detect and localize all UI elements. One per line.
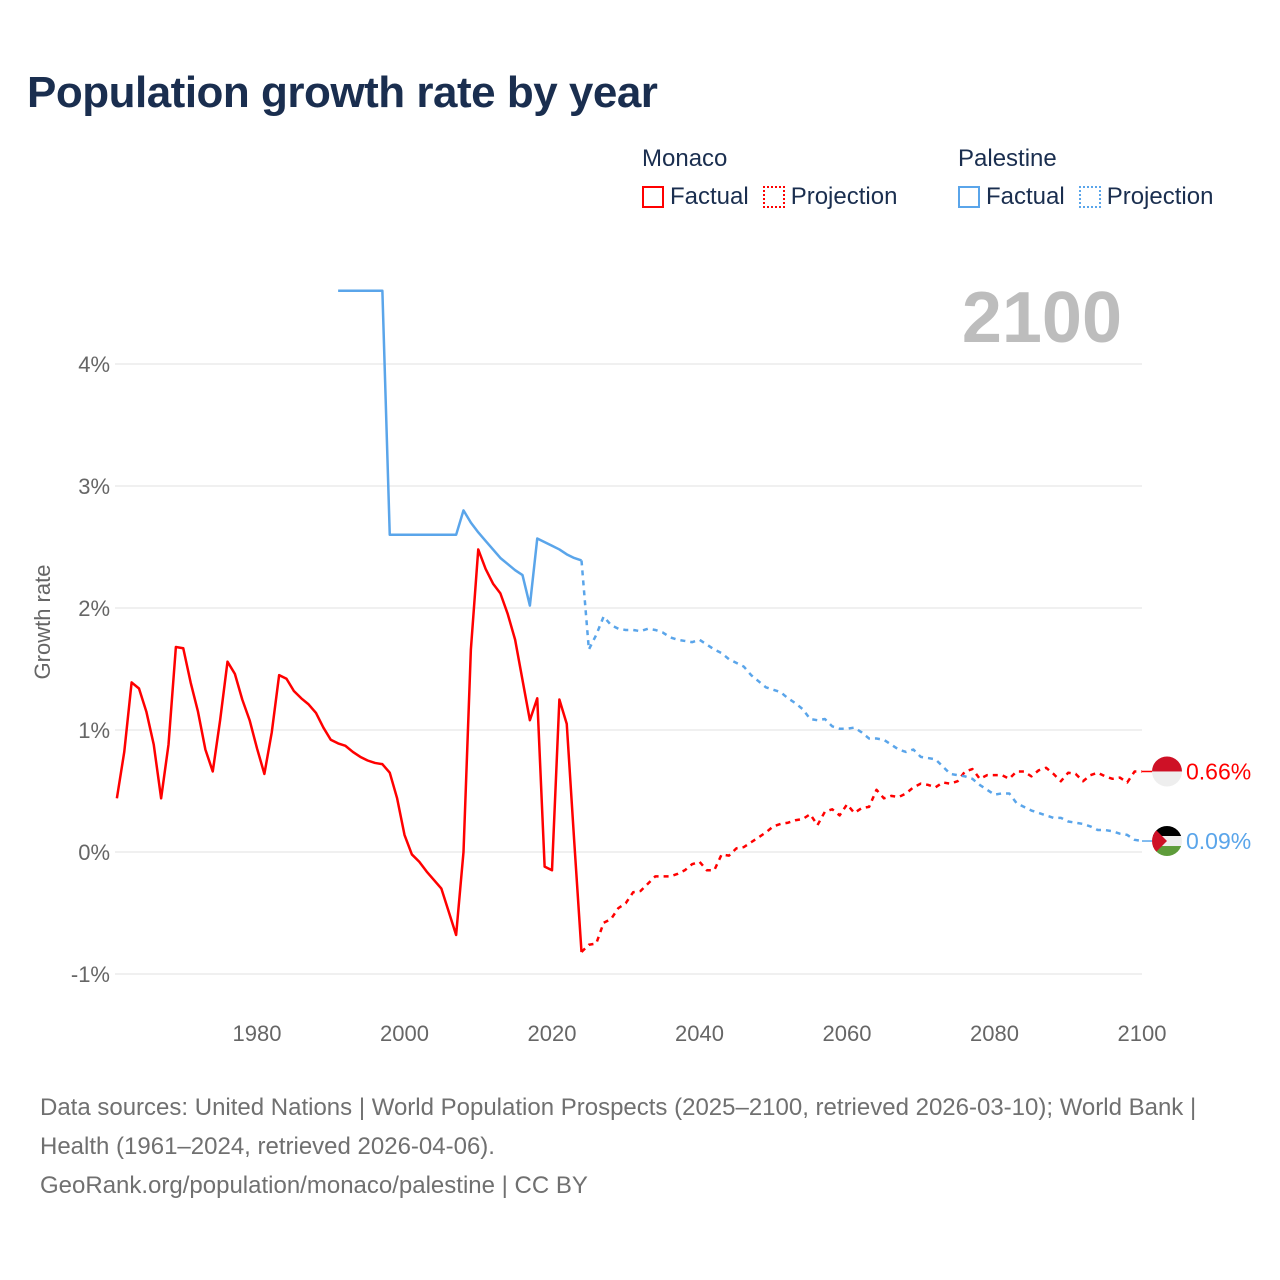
solid-swatch-icon <box>642 186 664 208</box>
monaco-factual-line <box>115 548 583 953</box>
dotted-swatch-icon <box>762 186 785 208</box>
page-title: Population growth rate by year <box>27 68 658 117</box>
y-tick-label: 4% <box>78 352 110 377</box>
monaco-end-value: 0.66% <box>1186 758 1251 784</box>
legend-label: Projection <box>790 183 898 210</box>
dotted-swatch-icon <box>1078 186 1101 208</box>
legend-label: Factual <box>670 183 749 210</box>
y-axis-label: Growth rate <box>30 565 55 680</box>
legend-monaco-projection[interactable]: Projection <box>762 183 898 211</box>
palestine-projection-line <box>580 560 1143 843</box>
y-tick-label: 3% <box>78 474 110 499</box>
palestine-flag-icon <box>1152 826 1182 857</box>
monaco-flag-icon <box>1152 756 1182 787</box>
line-chart: 2100 Growth rate 4% 3% 2% 1% 0% -1% 1980 2000 20… <box>30 278 1251 1046</box>
y-tick-label: 0% <box>78 840 110 865</box>
data-sources: Data sources: United Nations | World Pop… <box>40 1094 1197 1160</box>
x-tick-label: 1980 <box>233 1021 282 1046</box>
palestine-factual-line <box>338 289 582 607</box>
monaco-projection-line <box>580 766 1142 953</box>
legend-country-label: Monaco <box>642 145 728 172</box>
legend-palestine-factual[interactable]: Factual <box>958 183 1065 211</box>
x-tick-label: 2040 <box>675 1021 724 1046</box>
legend-label: Projection <box>1106 183 1214 210</box>
legend-monaco: Monaco Factual Projection <box>642 145 911 215</box>
legend-palestine-projection[interactable]: Projection <box>1078 183 1214 211</box>
x-tick-label: 2000 <box>380 1021 429 1046</box>
legend-label: Factual <box>986 183 1065 210</box>
year-label: 2100 <box>962 278 1122 358</box>
footer: Data sources: United Nations | World Pop… <box>40 1088 1240 1205</box>
y-tick-label: -1% <box>71 962 110 987</box>
legend-palestine: Palestine Factual Projection <box>958 145 1227 215</box>
legend-country-label: Palestine <box>958 145 1057 172</box>
x-tick-label: 2080 <box>970 1021 1019 1046</box>
solid-swatch-icon <box>958 186 980 208</box>
source-link[interactable]: GeoRank.org/population/monaco/palestine … <box>40 1172 588 1199</box>
x-tick-label: 2020 <box>528 1021 577 1046</box>
palestine-end-value: 0.09% <box>1186 828 1251 854</box>
y-tick-label: 2% <box>78 596 110 621</box>
legend-monaco-factual[interactable]: Factual <box>642 183 749 211</box>
y-tick-label: 1% <box>78 718 110 743</box>
x-tick-label: 2100 <box>1118 1021 1167 1046</box>
x-tick-label: 2060 <box>823 1021 872 1046</box>
